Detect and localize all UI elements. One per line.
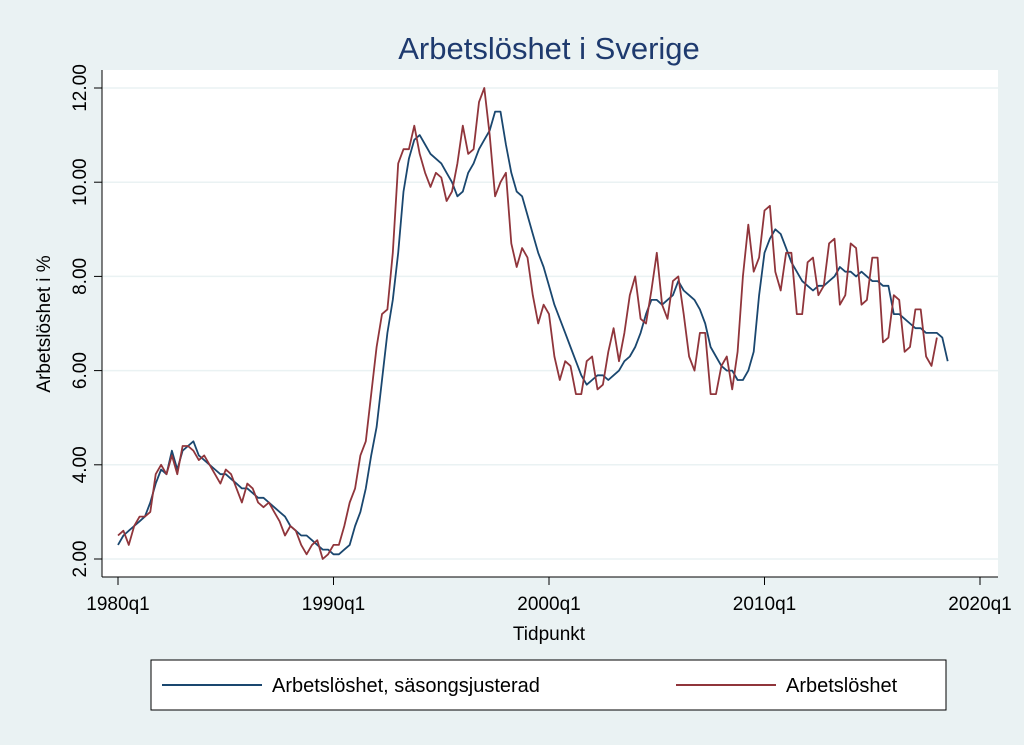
y-tick-label: 12.00 [70,64,91,112]
y-axis-label: Arbetslöshet i % [34,255,55,392]
y-tick-label: 2.00 [70,541,91,578]
x-axis-label: Tidpunkt [513,624,586,645]
axes: 2.00 4.00 6.00 8.00 10.00 12.00 1980q1 1990q1 20… [70,64,1012,615]
chart-title: Arbetslöshet i Sverige [398,31,700,66]
legend-box [150,659,947,711]
y-tick-label: 8.00 [70,258,91,295]
x-tick-label: 1980q1 [86,594,149,615]
y-tick-label: 4.00 [70,446,91,483]
series-line-unadjusted [117,87,938,560]
legend-label-seasonally-adjusted: Arbetslöshet, säsongsjusterad [272,675,540,697]
legend: Arbetslöshet, säsongsjusterad Arbetslösh… [150,659,947,711]
y-tick-label: 10.00 [70,158,91,206]
legend-label-unadjusted: Arbetslöshet [786,675,898,697]
x-tick-label: 1990q1 [302,594,365,615]
y-tick-label: 6.00 [70,352,91,389]
gridlines [102,87,998,560]
x-tick-label: 2020q1 [948,594,1011,615]
x-tick-label: 2000q1 [517,594,580,615]
x-tick-label: 2010q1 [733,594,796,615]
series-lines [117,87,949,560]
